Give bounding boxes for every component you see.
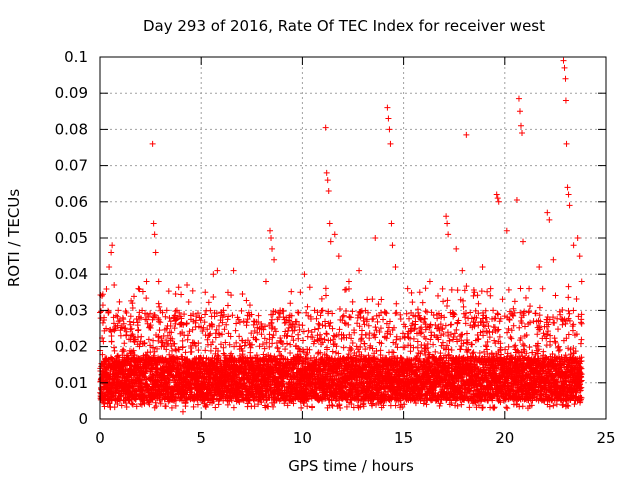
data-point bbox=[126, 318, 133, 325]
data-point bbox=[116, 317, 123, 324]
data-point bbox=[123, 403, 130, 410]
data-point bbox=[149, 374, 156, 381]
data-point bbox=[152, 399, 159, 406]
data-point bbox=[142, 368, 149, 375]
data-point bbox=[103, 285, 110, 292]
data-point bbox=[117, 332, 124, 339]
data-point bbox=[141, 390, 148, 397]
data-point bbox=[123, 328, 130, 335]
data-point bbox=[117, 327, 124, 334]
data-point bbox=[149, 396, 156, 403]
data-point bbox=[133, 403, 140, 410]
data-point bbox=[138, 377, 145, 384]
data-point bbox=[130, 293, 137, 300]
data-point bbox=[112, 325, 119, 332]
data-point bbox=[120, 316, 127, 323]
data-point bbox=[157, 319, 164, 326]
data-point bbox=[113, 312, 120, 319]
data-point bbox=[111, 347, 118, 354]
data-point bbox=[156, 327, 163, 334]
data-point bbox=[143, 295, 150, 302]
data-point bbox=[129, 400, 136, 407]
data-point bbox=[141, 400, 148, 407]
data-point bbox=[155, 318, 162, 325]
data-point bbox=[136, 286, 143, 293]
data-point bbox=[144, 320, 151, 327]
data-point bbox=[111, 404, 118, 411]
data-point bbox=[157, 400, 164, 407]
data-point bbox=[121, 340, 128, 347]
data-point bbox=[114, 313, 121, 320]
data-point bbox=[108, 338, 115, 345]
data-point bbox=[156, 303, 163, 310]
data-point bbox=[97, 308, 104, 315]
data-point bbox=[135, 326, 142, 333]
data-point bbox=[145, 313, 152, 320]
data-point bbox=[139, 307, 146, 314]
data-point bbox=[150, 344, 157, 351]
data-point bbox=[153, 403, 160, 410]
data-points bbox=[97, 57, 585, 415]
data-point bbox=[100, 338, 107, 345]
data-point bbox=[151, 312, 158, 319]
data-point bbox=[120, 348, 127, 355]
data-point bbox=[110, 320, 117, 327]
data-point bbox=[154, 345, 161, 352]
data-point bbox=[139, 288, 146, 295]
data-point bbox=[155, 300, 162, 307]
data-point bbox=[144, 381, 151, 388]
data-point bbox=[116, 396, 123, 403]
data-point bbox=[105, 308, 112, 315]
data-point bbox=[127, 326, 134, 333]
data-point bbox=[129, 401, 136, 408]
data-point bbox=[108, 332, 115, 339]
data-point bbox=[150, 337, 157, 344]
data-point bbox=[158, 339, 165, 346]
data-point bbox=[111, 344, 118, 351]
data-point bbox=[141, 340, 148, 347]
grid-lines bbox=[100, 57, 606, 419]
data-point bbox=[123, 309, 130, 316]
data-point bbox=[99, 302, 106, 309]
data-point bbox=[138, 333, 145, 340]
data-point bbox=[118, 402, 125, 409]
data-point bbox=[127, 313, 134, 320]
data-point bbox=[99, 319, 106, 326]
data-point bbox=[101, 403, 108, 410]
data-point bbox=[137, 314, 144, 321]
data-point bbox=[145, 336, 152, 343]
data-point bbox=[147, 310, 154, 317]
data-point bbox=[128, 325, 135, 332]
chart-title: Day 293 of 2016, Rate Of TEC Index for r… bbox=[143, 17, 545, 35]
data-point bbox=[120, 346, 127, 353]
data-point bbox=[134, 322, 141, 329]
data-point bbox=[114, 322, 121, 329]
data-point bbox=[116, 298, 123, 305]
data-point bbox=[146, 401, 153, 408]
data-point bbox=[147, 322, 154, 329]
